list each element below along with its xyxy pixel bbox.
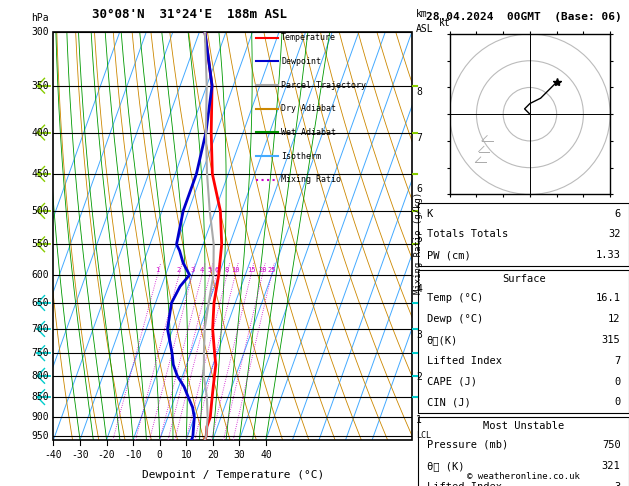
Text: CIN (J): CIN (J): [426, 398, 470, 407]
Text: Pressure (mb): Pressure (mb): [426, 440, 508, 450]
Text: 350: 350: [31, 81, 49, 91]
Text: 2: 2: [416, 372, 422, 382]
Text: 1.33: 1.33: [596, 250, 621, 260]
Text: -10: -10: [125, 450, 142, 460]
Text: Wet Adiabat: Wet Adiabat: [281, 128, 336, 137]
Text: 8: 8: [225, 267, 229, 273]
Text: 700: 700: [31, 324, 49, 334]
Text: 2: 2: [177, 267, 181, 273]
Text: Totals Totals: Totals Totals: [426, 229, 508, 240]
Text: Temp (°C): Temp (°C): [426, 293, 483, 303]
Text: θᴇ(K): θᴇ(K): [426, 335, 458, 345]
Text: Surface: Surface: [502, 274, 545, 284]
Text: ASL: ASL: [416, 24, 434, 34]
Text: 3: 3: [416, 330, 422, 340]
Text: 12: 12: [608, 314, 621, 324]
Text: 30°08'N  31°24'E  188m ASL: 30°08'N 31°24'E 188m ASL: [92, 8, 287, 21]
Text: Temperature: Temperature: [281, 33, 336, 42]
Text: 6: 6: [214, 267, 218, 273]
Text: 600: 600: [31, 270, 49, 280]
Text: 1: 1: [416, 415, 422, 425]
Text: 400: 400: [31, 127, 49, 138]
Text: 750: 750: [602, 440, 621, 450]
Text: Dry Adiabat: Dry Adiabat: [281, 104, 336, 113]
Text: 7: 7: [615, 356, 621, 365]
Text: Lifted Index: Lifted Index: [426, 356, 502, 365]
Text: 30: 30: [233, 450, 245, 460]
Text: 315: 315: [602, 335, 621, 345]
Text: Most Unstable: Most Unstable: [483, 421, 564, 431]
Text: Isotherm: Isotherm: [281, 152, 321, 160]
Text: 3: 3: [615, 482, 621, 486]
Text: 6: 6: [416, 184, 422, 194]
Text: 321: 321: [602, 461, 621, 471]
Text: -20: -20: [97, 450, 115, 460]
Text: hPa: hPa: [31, 14, 49, 23]
Bar: [418, 417, 629, 486]
Text: Mixing Ratio (g/kg): Mixing Ratio (g/kg): [414, 192, 423, 294]
Bar: [418, 270, 629, 413]
Text: 300: 300: [31, 27, 49, 36]
Text: 0: 0: [157, 450, 163, 460]
Text: Parcel Trajectory: Parcel Trajectory: [281, 81, 366, 89]
Text: 16.1: 16.1: [596, 293, 621, 303]
Text: Dewpoint / Temperature (°C): Dewpoint / Temperature (°C): [142, 470, 324, 481]
Text: 5: 5: [416, 234, 422, 244]
Text: 0: 0: [615, 398, 621, 407]
Text: 0: 0: [615, 377, 621, 386]
Text: 10: 10: [181, 450, 192, 460]
Text: kt: kt: [438, 17, 450, 28]
Text: 800: 800: [31, 371, 49, 381]
Text: 25: 25: [267, 267, 276, 273]
Text: 7: 7: [416, 133, 422, 143]
Text: 500: 500: [31, 206, 49, 216]
Text: Dewp (°C): Dewp (°C): [426, 314, 483, 324]
Text: 20: 20: [207, 450, 219, 460]
Text: 8: 8: [416, 87, 422, 97]
Text: 450: 450: [31, 169, 49, 179]
Text: Dewpoint: Dewpoint: [281, 57, 321, 66]
Text: 4: 4: [200, 267, 204, 273]
Text: 4: 4: [416, 284, 422, 294]
Text: 15: 15: [247, 267, 255, 273]
Text: 10: 10: [231, 267, 240, 273]
Text: 850: 850: [31, 392, 49, 402]
Text: θᴇ (K): θᴇ (K): [426, 461, 464, 471]
Text: 650: 650: [31, 298, 49, 308]
Text: CAPE (J): CAPE (J): [426, 377, 477, 386]
Text: -30: -30: [71, 450, 89, 460]
Text: 900: 900: [31, 412, 49, 422]
Text: K: K: [426, 208, 433, 219]
Bar: [418, 203, 629, 266]
Text: LCL: LCL: [416, 431, 431, 440]
Bar: [53, 32, 412, 440]
Text: 550: 550: [31, 239, 49, 249]
Text: 20: 20: [258, 267, 267, 273]
Text: © weatheronline.co.uk: © weatheronline.co.uk: [467, 472, 580, 481]
Text: 6: 6: [615, 208, 621, 219]
Text: km: km: [416, 9, 428, 19]
Text: 5: 5: [208, 267, 212, 273]
Text: Lifted Index: Lifted Index: [426, 482, 502, 486]
Text: -40: -40: [45, 450, 62, 460]
Text: Mixing Ratio: Mixing Ratio: [281, 175, 341, 184]
Text: PW (cm): PW (cm): [426, 250, 470, 260]
Text: 40: 40: [260, 450, 272, 460]
Text: 950: 950: [31, 431, 49, 441]
Text: 750: 750: [31, 348, 49, 358]
Text: 28.04.2024  00GMT  (Base: 06): 28.04.2024 00GMT (Base: 06): [426, 12, 621, 22]
Text: 32: 32: [608, 229, 621, 240]
Text: 3: 3: [190, 267, 194, 273]
Text: 1: 1: [155, 267, 160, 273]
